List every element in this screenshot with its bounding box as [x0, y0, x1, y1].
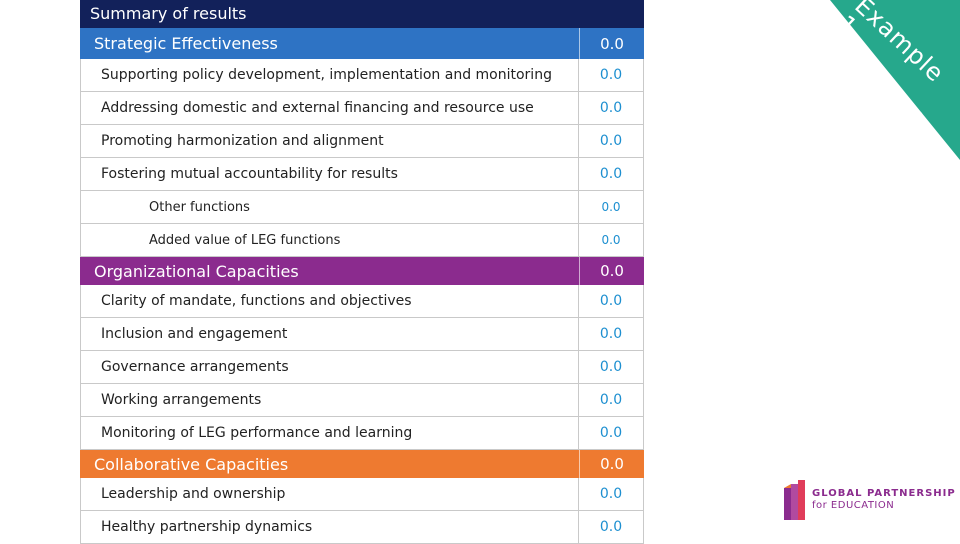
row-score: 0.0: [578, 478, 643, 510]
row-label: Working arrangements: [101, 392, 262, 408]
logo-line-1: GLOBAL PARTNERSHIP: [812, 488, 956, 499]
row-label: Fostering mutual accountability for resu…: [101, 166, 398, 182]
section-score: 0.0: [579, 450, 644, 478]
section-header-organizational: Organizational Capacities 0.0: [80, 257, 644, 285]
section-header-collaborative: Collaborative Capacities 0.0: [80, 450, 644, 478]
row-score: 0.0: [578, 125, 643, 157]
table-row: Promoting harmonization and alignment 0.…: [80, 125, 644, 158]
row-label: Monitoring of LEG performance and learni…: [101, 425, 413, 441]
table-row-sub: Other functions 0.0: [80, 191, 644, 224]
row-score: 0.0: [578, 384, 643, 416]
table-row-sub: Added value of LEG functions 0.0: [80, 224, 644, 257]
logo-line-2: for EDUCATION: [812, 500, 895, 511]
table-row: Fostering mutual accountability for resu…: [80, 158, 644, 191]
row-label: Added value of LEG functions: [149, 232, 341, 248]
section-title: Collaborative Capacities: [94, 454, 289, 474]
table-row: Addressing domestic and external financi…: [80, 92, 644, 125]
section-title: Strategic Effectiveness: [94, 34, 278, 53]
row-score: 0.0: [578, 224, 643, 256]
row-label: Healthy partnership dynamics: [101, 519, 313, 535]
row-score: 0.0: [578, 285, 643, 317]
table-row: Governance arrangements 0.0: [80, 351, 644, 384]
corner-banner: [830, 0, 960, 160]
row-label: Supporting policy development, implement…: [101, 67, 552, 83]
section-header-strategic: Strategic Effectiveness 0.0: [80, 28, 644, 59]
table-row: Clarity of mandate, functions and object…: [80, 285, 644, 318]
row-score: 0.0: [578, 59, 643, 91]
table-row: Working arrangements 0.0: [80, 384, 644, 417]
row-label: Leadership and ownership: [101, 486, 286, 502]
table-row: Leadership and ownership 0.0: [80, 478, 644, 511]
row-score: 0.0: [578, 318, 643, 350]
row-label: Inclusion and engagement: [101, 326, 288, 342]
table-row: Healthy partnership dynamics 0.0: [80, 511, 644, 544]
row-score: 0.0: [578, 191, 643, 223]
row-label: Other functions: [149, 199, 250, 215]
row-label: Clarity of mandate, functions and object…: [101, 293, 412, 309]
gpe-logo: GLOBAL PARTNERSHIP for EDUCATION: [782, 478, 956, 522]
table-row: Monitoring of LEG performance and learni…: [80, 417, 644, 450]
section-score: 0.0: [579, 257, 644, 285]
row-label: Governance arrangements: [101, 359, 289, 375]
table-row: Supporting policy development, implement…: [80, 59, 644, 92]
book-stack-icon: [784, 480, 805, 520]
row-score: 0.0: [578, 92, 643, 124]
table-row: Inclusion and engagement 0.0: [80, 318, 644, 351]
corner-banner-shape: [830, 0, 960, 160]
results-table: Summary of results Strategic Effectivene…: [80, 0, 644, 544]
row-label: Addressing domestic and external financi…: [101, 100, 534, 116]
row-label: Promoting harmonization and alignment: [101, 133, 384, 149]
row-score: 0.0: [578, 417, 643, 449]
section-score: 0.0: [579, 28, 644, 59]
section-title: Organizational Capacities: [94, 261, 299, 281]
row-score: 0.0: [578, 351, 643, 383]
row-score: 0.0: [578, 158, 643, 190]
page-title: Summary of results: [80, 0, 644, 28]
row-score: 0.0: [578, 511, 643, 543]
